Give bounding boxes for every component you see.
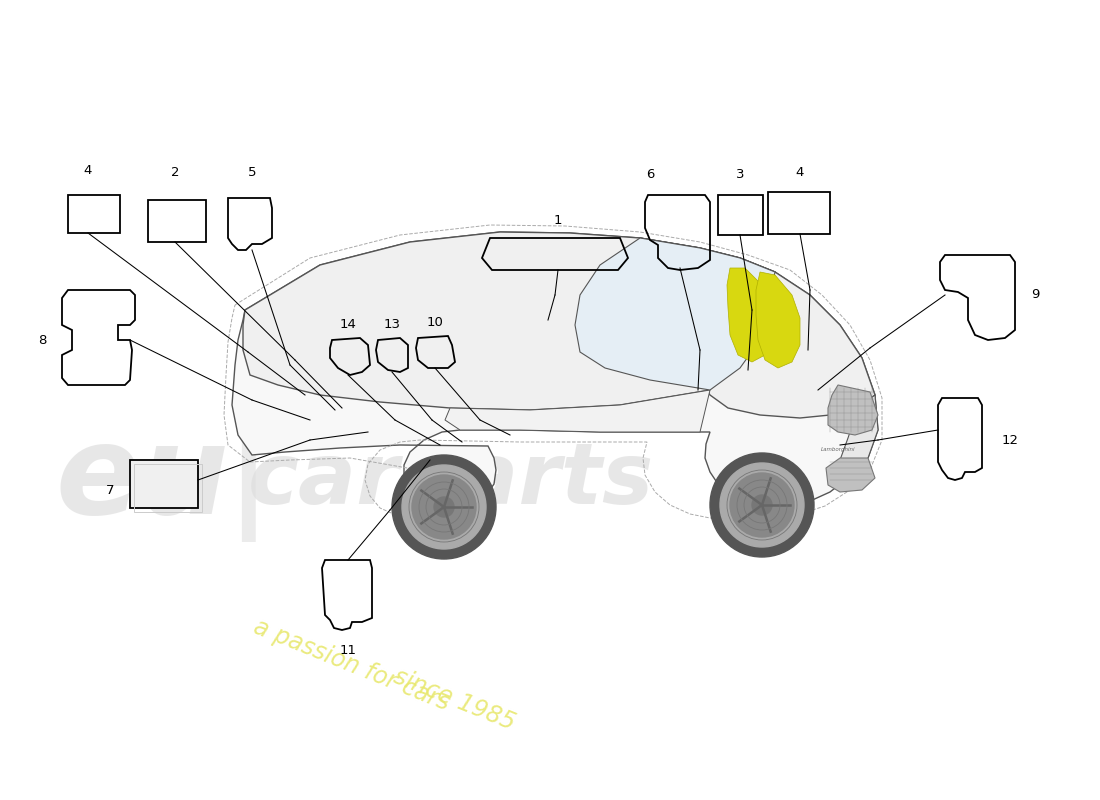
Text: 10: 10 <box>427 315 443 329</box>
Bar <box>718 195 763 235</box>
Circle shape <box>434 497 454 517</box>
Polygon shape <box>243 232 776 410</box>
Text: eu: eu <box>55 419 229 541</box>
Text: 1985: 1985 <box>544 310 776 390</box>
Text: 4: 4 <box>795 166 804 178</box>
Text: a passion for cars: a passion for cars <box>250 614 453 715</box>
Text: 7: 7 <box>106 483 114 497</box>
Bar <box>148 200 206 242</box>
Circle shape <box>392 455 496 559</box>
Circle shape <box>730 473 794 537</box>
Text: carparts: carparts <box>248 438 654 522</box>
Circle shape <box>402 465 486 549</box>
Bar <box>68 195 120 233</box>
Text: Lamborghini: Lamborghini <box>821 447 856 453</box>
Text: 6: 6 <box>646 169 654 182</box>
Text: 14: 14 <box>340 318 356 331</box>
Text: since 1985: since 1985 <box>390 665 518 735</box>
Text: 13: 13 <box>384 318 400 331</box>
Polygon shape <box>727 268 772 362</box>
Circle shape <box>412 475 476 539</box>
Polygon shape <box>828 395 878 478</box>
Polygon shape <box>575 238 776 390</box>
Polygon shape <box>232 232 878 507</box>
Polygon shape <box>640 238 874 418</box>
Text: |: | <box>226 418 271 542</box>
Text: 4: 4 <box>84 163 92 177</box>
Bar <box>134 464 202 512</box>
Text: 9: 9 <box>1031 289 1040 302</box>
Polygon shape <box>756 272 800 368</box>
Text: 12: 12 <box>1001 434 1019 446</box>
Text: 3: 3 <box>736 169 745 182</box>
Polygon shape <box>826 458 875 492</box>
Text: 5: 5 <box>248 166 256 179</box>
Bar <box>130 460 198 508</box>
Polygon shape <box>828 385 878 435</box>
Text: 1: 1 <box>553 214 562 226</box>
Text: 11: 11 <box>340 643 356 657</box>
Bar <box>768 192 830 234</box>
Text: 8: 8 <box>37 334 46 346</box>
Circle shape <box>710 453 814 557</box>
Circle shape <box>752 495 772 515</box>
Text: 2: 2 <box>170 166 179 179</box>
Circle shape <box>720 463 804 547</box>
Polygon shape <box>446 390 710 432</box>
